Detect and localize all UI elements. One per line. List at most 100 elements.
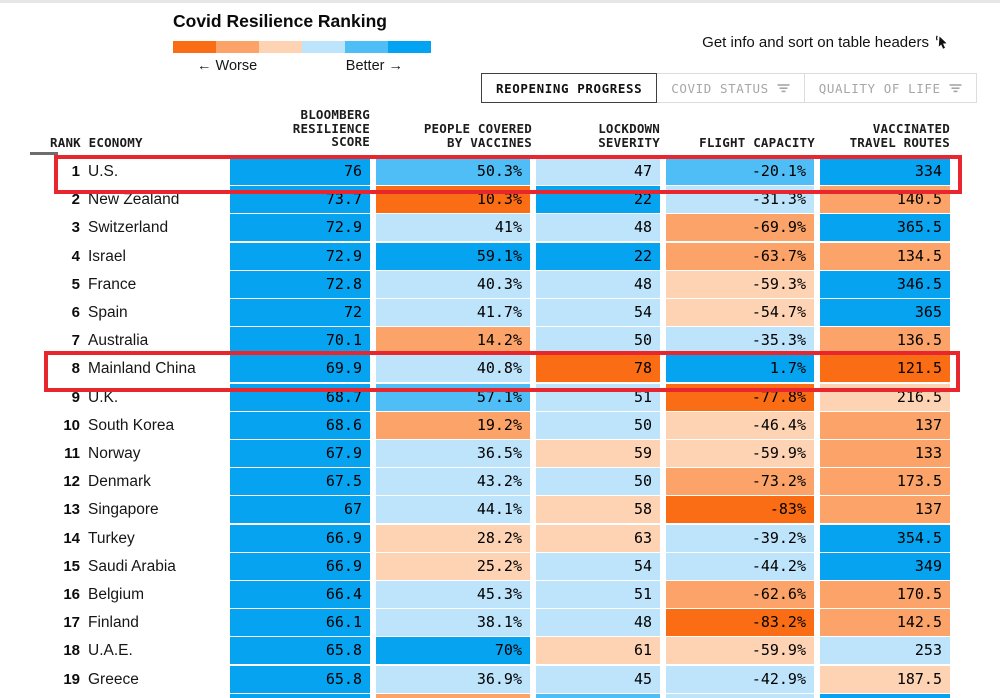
row-economy: New Zealand bbox=[88, 191, 180, 209]
cell-travel-routes: 140.5 bbox=[820, 186, 950, 214]
cell-travel-routes: 173.5 bbox=[820, 468, 950, 496]
row-economy: Mainland China bbox=[88, 360, 196, 378]
column-header-travel-routes[interactable]: VACCINATED TRAVEL ROUTES bbox=[849, 121, 950, 150]
cell-people-covered: 38.1% bbox=[376, 609, 530, 637]
row-rank: 16 bbox=[63, 586, 80, 603]
cell-lockdown-severity: 50 bbox=[536, 327, 660, 355]
cell-people-covered: 25.2% bbox=[376, 552, 530, 580]
view-tabs: REOPENING PROGRESS COVID STATUS QUALITY … bbox=[481, 73, 977, 103]
cell-people-covered: 10.3% bbox=[376, 186, 530, 214]
cell-travel-routes: 121.5 bbox=[820, 355, 950, 383]
table-row: 4 Israel 72.9 59.1% 22 -63.7% 134.5 bbox=[0, 242, 1000, 270]
row-rank: 8 bbox=[71, 360, 80, 378]
column-header-people-covered[interactable]: PEOPLE COVERED BY VACCINES bbox=[423, 121, 532, 150]
column-header-flight-capacity[interactable]: FLIGHT CAPACITY bbox=[699, 135, 815, 150]
tap-cursor-icon bbox=[935, 35, 950, 50]
scale-worse-label: ← Worse bbox=[197, 58, 258, 74]
table-row: 15 Saudi Arabia 66.9 25.2% 54 -44.2% 349 bbox=[0, 552, 1000, 580]
cell-people-covered: 14.2% bbox=[376, 327, 530, 355]
cell-resilience-score: 69.9 bbox=[230, 355, 370, 383]
cell-people-covered: 28.2% bbox=[376, 524, 530, 552]
cell-resilience-score: 67 bbox=[230, 496, 370, 524]
tab-covid-status[interactable]: COVID STATUS bbox=[656, 73, 805, 103]
row-economy: U.A.E. bbox=[88, 642, 133, 660]
row-economy: Switzerland bbox=[88, 219, 169, 237]
table-row: 10 South Korea 68.6 19.2% 50 -46.4% 137 bbox=[0, 411, 1000, 439]
row-rank: 2 bbox=[71, 191, 80, 209]
tab-quality-of-life[interactable]: QUALITY OF LIFE bbox=[803, 73, 977, 103]
column-header-lockdown-severity[interactable]: LOCKDOWN SEVERITY bbox=[598, 121, 660, 150]
cell-flight-capacity: -20.1% bbox=[666, 158, 814, 185]
cell-flight-capacity: -39.2% bbox=[666, 524, 814, 552]
row-rank: 19 bbox=[63, 670, 80, 688]
cell-lockdown-severity: 54 bbox=[536, 299, 660, 326]
cell-travel-routes: 365 bbox=[820, 299, 950, 326]
column-header-rank-economy[interactable]: RANK ECONOMY bbox=[50, 135, 143, 150]
row-economy: Australia bbox=[88, 332, 149, 350]
info-note: Get info and sort on table headers bbox=[702, 34, 950, 51]
row-rank: 1 bbox=[71, 163, 80, 180]
cell-flight-capacity: -46.4% bbox=[666, 411, 814, 439]
cell-people-covered: 43.2% bbox=[376, 468, 530, 496]
tab-reopening-progress[interactable]: REOPENING PROGRESS bbox=[481, 73, 658, 103]
cell-lockdown-severity: 22 bbox=[536, 242, 660, 270]
row-rank: 12 bbox=[63, 473, 80, 491]
row-economy: Belgium bbox=[88, 586, 144, 603]
cell-lockdown-severity: 48 bbox=[536, 214, 660, 242]
row-rank: 9 bbox=[71, 388, 80, 406]
cell-flight-capacity: -59.3% bbox=[666, 270, 814, 298]
cell-lockdown-severity: 48 bbox=[536, 609, 660, 637]
cell-resilience-score: 66.9 bbox=[230, 524, 370, 552]
cell-resilience-score: 72.9 bbox=[230, 214, 370, 242]
row-economy: Greece bbox=[88, 670, 139, 688]
cell-people-covered bbox=[376, 693, 530, 698]
table-row: 14 Turkey 66.9 28.2% 63 -39.2% 354.5 bbox=[0, 524, 1000, 552]
cell-resilience-score: 68.6 bbox=[230, 411, 370, 439]
row-rank: 5 bbox=[71, 275, 80, 293]
cell-lockdown-severity: 54 bbox=[536, 552, 660, 580]
cell-resilience-score: 73.7 bbox=[230, 186, 370, 214]
row-rank: 13 bbox=[63, 501, 80, 519]
cell-flight-capacity bbox=[666, 693, 814, 698]
cell-flight-capacity: -73.2% bbox=[666, 468, 814, 496]
row-rank: 15 bbox=[63, 557, 80, 575]
row-economy: Turkey bbox=[88, 529, 135, 547]
cell-resilience-score: 65.8 bbox=[230, 637, 370, 665]
row-rank: 3 bbox=[71, 219, 80, 237]
row-rank: 17 bbox=[63, 614, 80, 632]
filter-icon bbox=[949, 84, 962, 93]
filter-icon bbox=[777, 84, 790, 93]
row-economy: South Korea bbox=[88, 416, 175, 434]
cell-resilience-score: 67.9 bbox=[230, 440, 370, 467]
cell-resilience-score: 65.8 bbox=[230, 665, 370, 693]
cell-resilience-score bbox=[230, 693, 370, 698]
header-rule bbox=[30, 152, 58, 155]
row-rank: 11 bbox=[64, 445, 80, 462]
row-economy: Singapore bbox=[88, 501, 159, 519]
row-economy: Saudi Arabia bbox=[88, 557, 176, 575]
column-header-resilience-score[interactable]: BLOOMBERG RESILIENCE SCORE bbox=[292, 107, 370, 149]
table-row: 11 Norway 67.9 36.5% 59 -59.9% 133 bbox=[0, 440, 1000, 467]
tab-label: QUALITY OF LIFE bbox=[818, 80, 941, 96]
cell-people-covered: 59.1% bbox=[376, 242, 530, 270]
cell-resilience-score: 68.7 bbox=[230, 383, 370, 411]
table-row-partial bbox=[0, 693, 1000, 698]
cell-travel-routes: 187.5 bbox=[820, 665, 950, 693]
scale-better-label: Better → bbox=[345, 58, 403, 74]
cell-travel-routes: 216.5 bbox=[820, 383, 950, 411]
scale-segment bbox=[216, 41, 259, 53]
cell-flight-capacity: -62.6% bbox=[666, 581, 814, 608]
cell-travel-routes: 136.5 bbox=[820, 327, 950, 355]
row-economy: Norway bbox=[88, 445, 141, 462]
cell-people-covered: 70% bbox=[376, 637, 530, 665]
cell-resilience-score: 76 bbox=[230, 158, 370, 185]
table-row: 8 Mainland China 69.9 40.8% 78 1.7% 121.5 bbox=[0, 355, 1000, 383]
cell-resilience-score: 67.5 bbox=[230, 468, 370, 496]
cell-resilience-score: 66.9 bbox=[230, 552, 370, 580]
cell-flight-capacity: -63.7% bbox=[666, 242, 814, 270]
table-row: 2 New Zealand 73.7 10.3% 22 -31.3% 140.5 bbox=[0, 186, 1000, 214]
table-row: 6 Spain 72 41.7% 54 -54.7% 365 bbox=[0, 299, 1000, 326]
row-economy: Israel bbox=[88, 247, 126, 265]
table-row: 3 Switzerland 72.9 41% 48 -69.9% 365.5 bbox=[0, 214, 1000, 242]
cell-flight-capacity: -54.7% bbox=[666, 299, 814, 326]
